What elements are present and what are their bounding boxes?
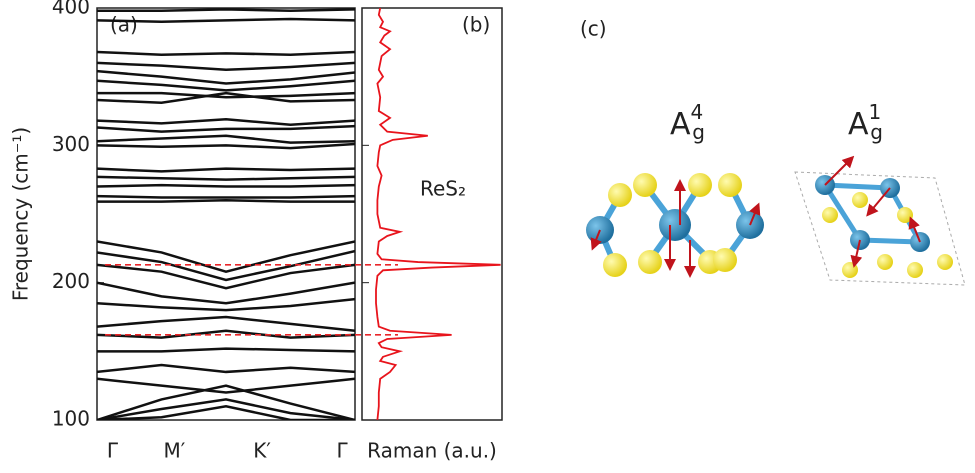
mode-sub: g — [692, 120, 705, 144]
band-line — [97, 167, 355, 173]
band-line — [97, 142, 355, 150]
band-line — [97, 79, 355, 92]
panel-label: (b) — [462, 13, 490, 37]
panel-label: (c) — [580, 17, 607, 41]
y-axis-label: Frequency (cm⁻¹) — [9, 127, 33, 301]
band-line — [97, 17, 355, 23]
band-line — [97, 240, 355, 273]
band-line — [97, 384, 355, 420]
band-line — [97, 134, 355, 144]
band-line — [97, 183, 355, 188]
panel-label: (a) — [110, 13, 138, 37]
band-line — [97, 315, 355, 332]
band-line — [97, 363, 355, 374]
x-axis-label: Raman (a.u.) — [367, 439, 497, 463]
band-line — [97, 69, 355, 85]
band-line — [97, 61, 355, 72]
band-line — [97, 199, 355, 203]
band-line — [97, 8, 355, 12]
mode-sup: 4 — [691, 100, 704, 124]
x-tick-label: K′ — [253, 439, 271, 463]
mode-sup: 1 — [869, 100, 882, 124]
bands — [97, 8, 355, 420]
band-line — [97, 263, 355, 290]
band-line — [97, 347, 355, 353]
band-line — [97, 50, 355, 56]
plot-frame — [361, 7, 503, 421]
spectrum — [375, 8, 501, 420]
band-line — [97, 249, 355, 282]
y-tick-label: 100 — [52, 407, 90, 431]
band-line — [97, 329, 355, 339]
band-line — [97, 398, 355, 420]
x-tick-label: Γ — [337, 439, 349, 463]
raman-line — [375, 8, 501, 420]
mode-sub: g — [870, 120, 883, 144]
structure-a4g — [586, 173, 764, 278]
band-line — [97, 91, 355, 99]
x-tick-label: Γ — [107, 439, 119, 463]
annotation: ReS₂ — [420, 177, 466, 201]
band-line — [97, 194, 355, 199]
x-tick-label: M′ — [164, 439, 186, 463]
band-line — [97, 175, 355, 181]
y-tick-label: 300 — [52, 132, 90, 156]
y-tick-label: 400 — [52, 0, 90, 19]
band-line — [97, 377, 355, 394]
band-line — [97, 124, 355, 133]
mode-base: A — [670, 107, 691, 142]
band-line — [97, 117, 355, 126]
mode-label: A4 g — [670, 100, 705, 144]
band-line — [97, 91, 355, 105]
mode-base: A — [848, 107, 869, 142]
band-line — [97, 281, 355, 305]
plot-frame — [96, 7, 356, 421]
mode-label: A1 g — [848, 100, 883, 144]
band-line — [97, 404, 355, 420]
band-line — [97, 297, 355, 312]
structure-a1g — [794, 155, 966, 286]
y-tick-label: 200 — [52, 269, 90, 293]
